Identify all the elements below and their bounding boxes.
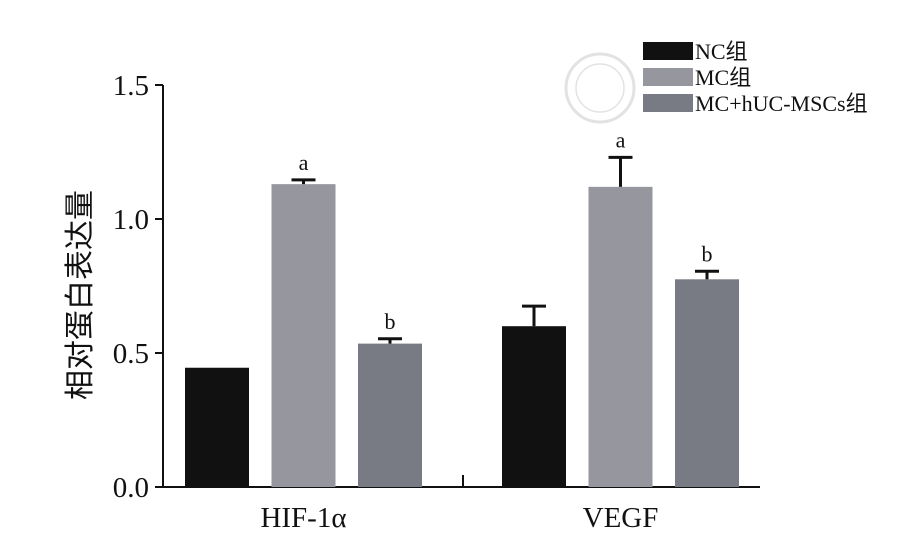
bar	[185, 367, 249, 487]
bar	[358, 343, 422, 487]
y-tick-label: 0.5	[113, 338, 149, 370]
significance-label: b	[702, 241, 713, 266]
legend-label: NC组	[695, 39, 748, 64]
legend-label: MC组	[695, 65, 751, 90]
bar	[675, 279, 739, 487]
y-tick-label: 1.5	[113, 70, 149, 102]
significance-label: a	[616, 127, 626, 152]
legend-label: MC+hUC-MSCs组	[695, 91, 868, 116]
y-tick-label: 0.0	[113, 472, 149, 504]
x-tick-label: HIF-1α	[260, 502, 346, 534]
y-tick-label: 1.0	[113, 204, 149, 236]
significance-label: b	[385, 309, 396, 334]
bar	[588, 186, 653, 487]
significance-label: a	[299, 150, 309, 175]
y-axis-label: 相对蛋白表达量	[64, 190, 97, 400]
axes: 0.0 0.5 1.0 1.5 HIF-1α VEGF	[113, 70, 760, 534]
watermark-seal	[564, 52, 636, 124]
bar	[502, 326, 566, 487]
legend-swatch	[643, 42, 693, 60]
legend-swatch	[643, 94, 693, 112]
bars: a b a b	[185, 127, 739, 487]
x-tick-label: VEGF	[583, 502, 659, 534]
bar	[271, 184, 336, 487]
legend-swatch	[643, 68, 693, 86]
